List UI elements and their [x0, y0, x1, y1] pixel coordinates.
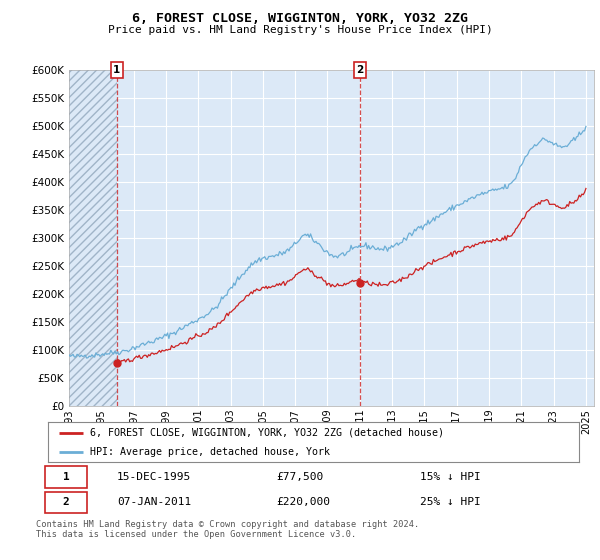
Text: 15-DEC-1995: 15-DEC-1995	[117, 472, 191, 482]
Text: HPI: Average price, detached house, York: HPI: Average price, detached house, York	[91, 447, 331, 457]
Text: 07-JAN-2011: 07-JAN-2011	[117, 497, 191, 507]
Text: 2: 2	[62, 497, 70, 507]
Text: 15% ↓ HPI: 15% ↓ HPI	[420, 472, 481, 482]
Text: Price paid vs. HM Land Registry's House Price Index (HPI): Price paid vs. HM Land Registry's House …	[107, 25, 493, 35]
Text: 6, FOREST CLOSE, WIGGINTON, YORK, YO32 2ZG (detached house): 6, FOREST CLOSE, WIGGINTON, YORK, YO32 2…	[91, 428, 445, 438]
Text: 1: 1	[62, 472, 70, 482]
Text: 2: 2	[356, 65, 364, 75]
FancyBboxPatch shape	[46, 492, 87, 513]
Text: 6, FOREST CLOSE, WIGGINTON, YORK, YO32 2ZG: 6, FOREST CLOSE, WIGGINTON, YORK, YO32 2…	[132, 12, 468, 25]
FancyBboxPatch shape	[46, 466, 87, 488]
Text: £77,500: £77,500	[277, 472, 323, 482]
Text: 1: 1	[113, 65, 121, 75]
Text: Contains HM Land Registry data © Crown copyright and database right 2024.
This d: Contains HM Land Registry data © Crown c…	[36, 520, 419, 539]
Text: 25% ↓ HPI: 25% ↓ HPI	[420, 497, 481, 507]
Text: £220,000: £220,000	[277, 497, 331, 507]
